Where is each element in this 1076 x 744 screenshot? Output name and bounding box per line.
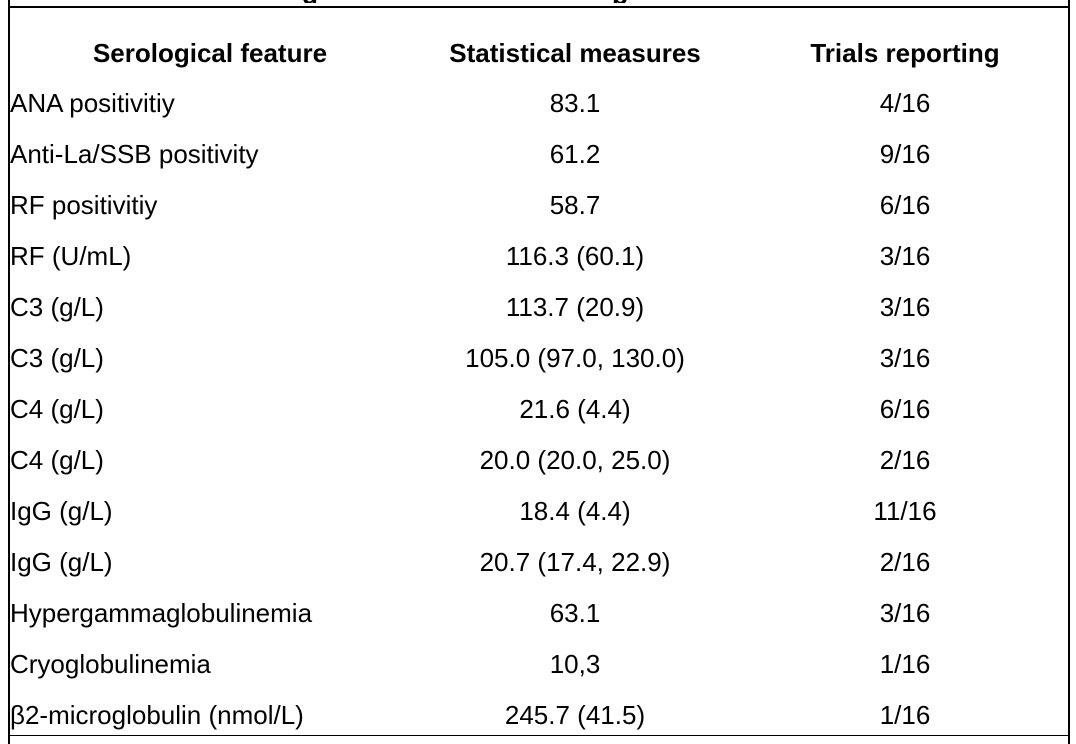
stats-cell: 21.6 (4.4): [519, 394, 631, 424]
feature-cell: Anti-La/SSB positivity: [10, 139, 259, 169]
trials-cell: 9/16: [879, 139, 931, 169]
stats-cell: 10,3: [549, 649, 601, 679]
table-row: RF (U/mL) 116.3 (60.1) 3/16: [10, 231, 1068, 282]
stats-cell: 113.7 (20.9): [505, 292, 645, 322]
table-row: C3 (g/L) 113.7 (20.9) 3/16: [10, 282, 1068, 333]
header-trials-reporting: Trials reporting: [810, 37, 1000, 68]
trials-cell: 3/16: [879, 343, 931, 373]
table-row: β2-microglobulin (nmol/L) 245.7 (41.5) 1…: [10, 690, 1068, 741]
top-rule: [10, 6, 1068, 8]
stats-cell: 20.7 (17.4, 22.9): [479, 547, 671, 577]
header-statistical-measures: Statistical measures: [449, 37, 701, 68]
trials-cell: 2/16: [879, 445, 931, 475]
header-row: Serological feature Statistical measures…: [10, 28, 1068, 78]
trials-cell: 4/16: [879, 88, 931, 118]
table-row: Cryoglobulinemia 10,3 1/16: [10, 639, 1068, 690]
stats-cell: 245.7 (41.5): [504, 700, 646, 730]
feature-cell: RF (U/mL): [10, 241, 132, 271]
trials-cell: 3/16: [879, 598, 931, 628]
table-row: RF positivitiy 58.7 6/16: [10, 180, 1068, 231]
stats-cell: 58.7: [549, 190, 601, 220]
feature-cell: C3 (g/L): [10, 292, 104, 322]
feature-cell: C3 (g/L): [10, 343, 104, 373]
bottom-rule: [10, 735, 1068, 736]
stats-cell: 20.0 (20.0, 25.0): [479, 445, 671, 475]
header-serological-feature: Serological feature: [92, 37, 328, 68]
stats-cell: 83.1: [549, 88, 601, 118]
table-row: IgG (g/L) 18.4 (4.4) 11/16: [10, 486, 1068, 537]
feature-cell: C4 (g/L): [10, 445, 104, 475]
cropped-title-fragment: p: [612, 0, 642, 3]
trials-cell: 3/16: [879, 241, 931, 271]
feature-cell: β2-microglobulin (nmol/L): [10, 700, 304, 730]
stats-cell: 116.3 (60.1): [505, 241, 645, 271]
feature-cell: C4 (g/L): [10, 394, 104, 424]
table-frame: g p Serological feature Statistical meas…: [8, 0, 1070, 744]
trials-cell: 3/16: [879, 292, 931, 322]
cropped-title-fragment: g: [302, 0, 342, 3]
stats-cell: 63.1: [549, 598, 601, 628]
trials-cell: 1/16: [879, 649, 931, 679]
trials-cell: 1/16: [879, 700, 931, 730]
feature-cell: Hypergammaglobulinemia: [10, 598, 313, 628]
feature-cell: RF positivitiy: [10, 190, 158, 220]
feature-cell: Cryoglobulinemia: [10, 649, 211, 679]
table-row: ANA positivitiy 83.1 4/16: [10, 78, 1068, 129]
stats-cell: 61.2: [549, 139, 601, 169]
trials-cell: 6/16: [879, 394, 931, 424]
stats-cell: 18.4 (4.4): [519, 496, 631, 526]
feature-cell: ANA positivitiy: [10, 88, 175, 118]
serology-table: Serological feature Statistical measures…: [10, 28, 1068, 741]
table-row: IgG (g/L) 20.7 (17.4, 22.9) 2/16: [10, 537, 1068, 588]
table-row: Anti-La/SSB positivity 61.2 9/16: [10, 129, 1068, 180]
feature-cell: IgG (g/L): [10, 496, 113, 526]
trials-cell: 2/16: [879, 547, 931, 577]
table-row: C4 (g/L) 21.6 (4.4) 6/16: [10, 384, 1068, 435]
table-row: C3 (g/L) 105.0 (97.0, 130.0) 3/16: [10, 333, 1068, 384]
trials-cell: 11/16: [873, 496, 937, 526]
trials-cell: 6/16: [879, 190, 931, 220]
stats-cell: 105.0 (97.0, 130.0): [465, 343, 685, 373]
table-row: C4 (g/L) 20.0 (20.0, 25.0) 2/16: [10, 435, 1068, 486]
table-row: Hypergammaglobulinemia 63.1 3/16: [10, 588, 1068, 639]
feature-cell: IgG (g/L): [10, 547, 113, 577]
